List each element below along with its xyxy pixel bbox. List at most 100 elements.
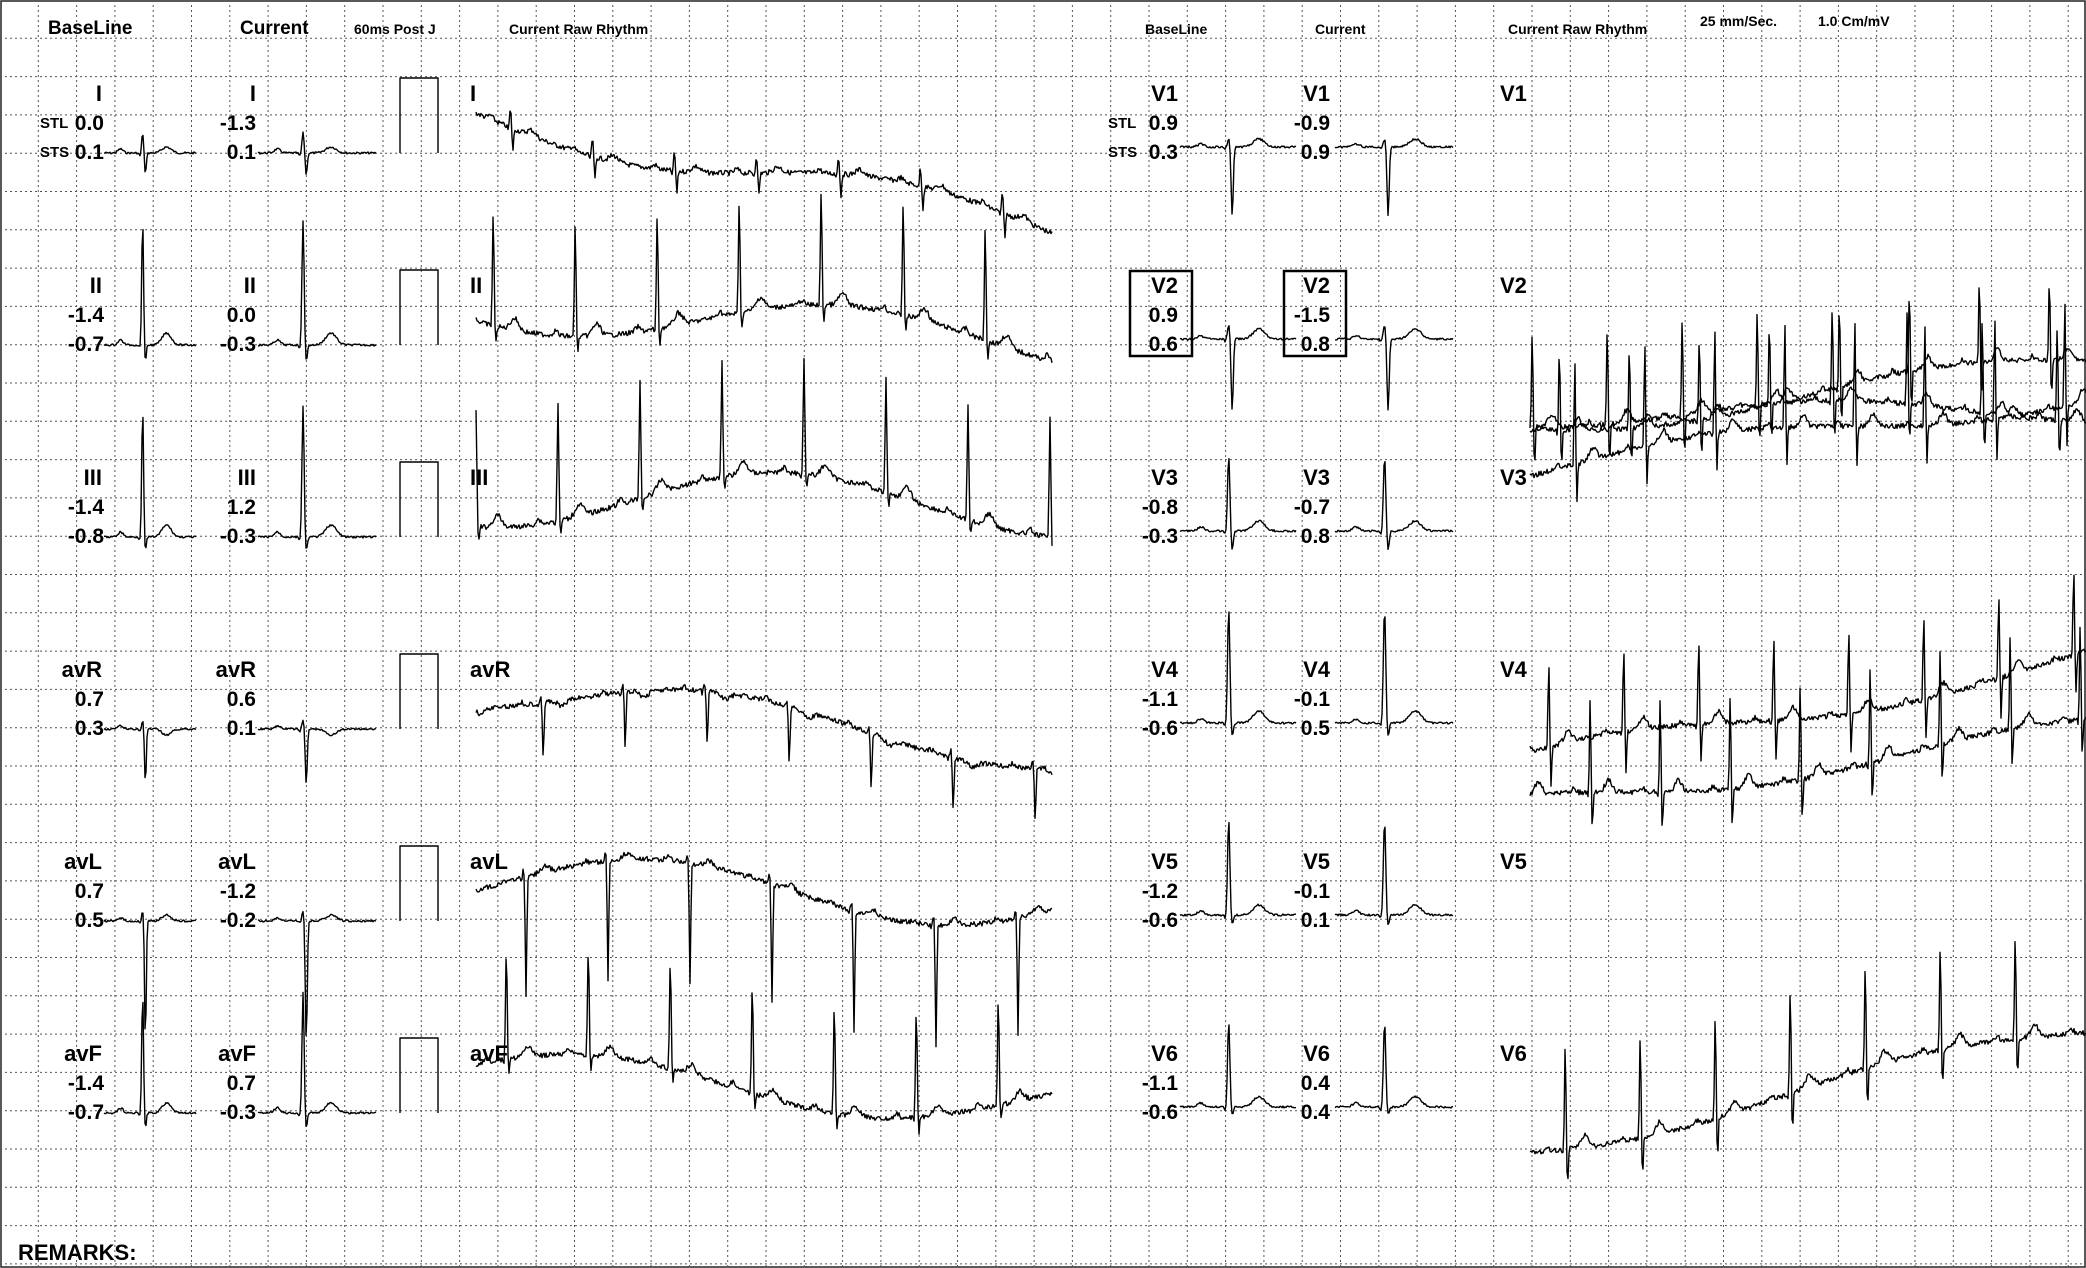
st-level-baseline: 0.7 — [75, 880, 104, 903]
rhythm-label-V4: V4 — [1500, 657, 1528, 682]
lead-label-V1-baseline: V1 — [1151, 81, 1178, 106]
st-level-baseline: 0.7 — [75, 688, 104, 711]
rhythm-strip-right-4 — [1529, 626, 2086, 826]
st-slope-baseline: 0.6 — [1149, 333, 1178, 356]
calibration-pulse-I — [399, 77, 439, 153]
lead-label-V3-current: V3 — [1303, 465, 1330, 490]
lead-label-V5-baseline: V5 — [1151, 849, 1178, 874]
baseline-beat-III — [103, 416, 197, 549]
rhythm-label-avL: avL — [470, 849, 508, 874]
st-level-baseline: -1.4 — [68, 304, 105, 327]
st-level-current: 0.6 — [227, 688, 256, 711]
st-level-baseline: 0.9 — [1149, 112, 1178, 135]
st-slope-baseline: 0.5 — [75, 909, 105, 932]
baseline-beat-avL — [103, 912, 197, 1030]
st-slope-baseline: 0.3 — [1149, 141, 1178, 164]
current-beat-V6 — [1334, 1026, 1454, 1114]
rhythm-strip-right-3 — [1529, 574, 2086, 787]
st-slope-baseline: -0.3 — [1142, 525, 1178, 548]
st-level-baseline: -1.4 — [68, 1072, 105, 1095]
baseline-beat-avF — [103, 1001, 197, 1127]
baseline-beat-V6 — [1179, 1024, 1296, 1115]
rhythm-label-III: III — [470, 465, 488, 490]
highlight-box-baseline — [1128, 269, 1194, 358]
lead-label-V1-current: V1 — [1303, 81, 1330, 106]
lead-label-avR-current: avR — [216, 657, 256, 682]
baseline-beat-I — [103, 134, 197, 173]
lead-label-V3-baseline: V3 — [1151, 465, 1178, 490]
st-level-current: 0.7 — [227, 1072, 256, 1095]
current-beat-avF — [258, 991, 377, 1128]
st-level-current: 0.4 — [1301, 1072, 1331, 1095]
lead-label-V2-current: V2 — [1303, 273, 1330, 298]
rhythm-label-avR: avR — [470, 657, 510, 682]
st-slope-current: -0.3 — [220, 1101, 256, 1124]
header-baseline-left: BaseLine — [48, 18, 132, 39]
rhythm-label-I: I — [470, 81, 476, 106]
rhythm-label-avF: avF — [470, 1041, 508, 1066]
lead-label-V4-current: V4 — [1303, 657, 1331, 682]
header-speed: 25 mm/Sec. — [1700, 13, 1777, 29]
rhythm-label-V6: V6 — [1500, 1041, 1527, 1066]
st-slope-current: 0.1 — [227, 141, 257, 164]
current-beat-II — [257, 220, 377, 360]
st-slope-current: 0.8 — [1301, 525, 1331, 548]
st-level-current: -1.5 — [1294, 304, 1331, 327]
baseline-beat-V5 — [1179, 821, 1297, 924]
lead-label-V6-current: V6 — [1303, 1041, 1330, 1066]
st-level-current: 1.2 — [227, 496, 256, 519]
rhythm-label-V5: V5 — [1500, 849, 1527, 874]
lead-label-avL-current: avL — [218, 849, 256, 874]
header-current-left: Current — [240, 18, 309, 39]
lead-label-II-baseline: II — [90, 273, 102, 298]
lead-label-avR-baseline: avR — [62, 657, 102, 682]
st-slope-current: -0.3 — [220, 333, 256, 356]
baseline-beat-II — [103, 228, 197, 359]
st-level-current: 0.0 — [227, 304, 256, 327]
rhythm-label-V2: V2 — [1500, 273, 1527, 298]
current-beat-I — [257, 131, 377, 175]
header-post-j: 60ms Post J — [354, 21, 436, 37]
st-slope-baseline: -0.8 — [68, 525, 105, 548]
rhythm-strip-right-0 — [1529, 287, 2086, 461]
lead-label-avF-baseline: avF — [64, 1041, 102, 1066]
st-level-current: -0.1 — [1294, 688, 1331, 711]
rhythm-strip-avL — [475, 851, 1053, 1048]
rhythm-strip-avR — [475, 683, 1053, 819]
lead-label-avF-current: avF — [218, 1041, 256, 1066]
lead-label-avL-baseline: avL — [64, 849, 102, 874]
st-slope-baseline: 0.3 — [75, 717, 104, 740]
st-level-baseline: -1.1 — [1142, 1072, 1179, 1095]
rhythm-strip-right-2 — [1529, 303, 2086, 503]
rhythm-strip-III — [475, 357, 1053, 546]
st-slope-current: 0.1 — [227, 717, 257, 740]
st-slope-baseline: -0.6 — [1142, 717, 1178, 740]
current-beat-avL — [257, 910, 377, 1036]
header-current-right: Current — [1315, 21, 1366, 37]
st-slope-current: 0.9 — [1301, 141, 1330, 164]
current-beat-V5 — [1334, 826, 1454, 926]
lead-label-V5-current: V5 — [1303, 849, 1330, 874]
lead-label-III-current: III — [238, 465, 256, 490]
st-level-baseline: -0.8 — [1142, 496, 1179, 519]
st-slope-baseline: -0.7 — [68, 1101, 104, 1124]
ecg-labels: I0.00.1I-1.30.1III-1.4-0.7II0.0-0.3IIIII… — [62, 81, 1528, 1124]
rhythm-strip-avF — [475, 956, 1053, 1135]
baseline-beat-V1 — [1179, 137, 1297, 215]
header-baseline-right: BaseLine — [1145, 21, 1207, 37]
rhythm-strip-right-5 — [1529, 941, 2086, 1180]
rhythm-strip-I — [475, 110, 1053, 239]
remarks-label: REMARKS: — [18, 1240, 137, 1265]
lead-label-V4-baseline: V4 — [1151, 657, 1179, 682]
header-raw-rhythm-right: Current Raw Rhythm — [1508, 21, 1647, 37]
st-slope-baseline: -0.6 — [1142, 1101, 1178, 1124]
st-level-baseline: -1.4 — [68, 496, 105, 519]
st-level-baseline: 0.9 — [1149, 304, 1178, 327]
lead-label-I-baseline: I — [96, 81, 102, 106]
rhythm-label-V3: V3 — [1500, 465, 1527, 490]
st-level-current: -0.9 — [1294, 112, 1330, 135]
calibration-pulse-avL — [399, 845, 439, 921]
st-slope-current: 0.1 — [1301, 909, 1331, 932]
